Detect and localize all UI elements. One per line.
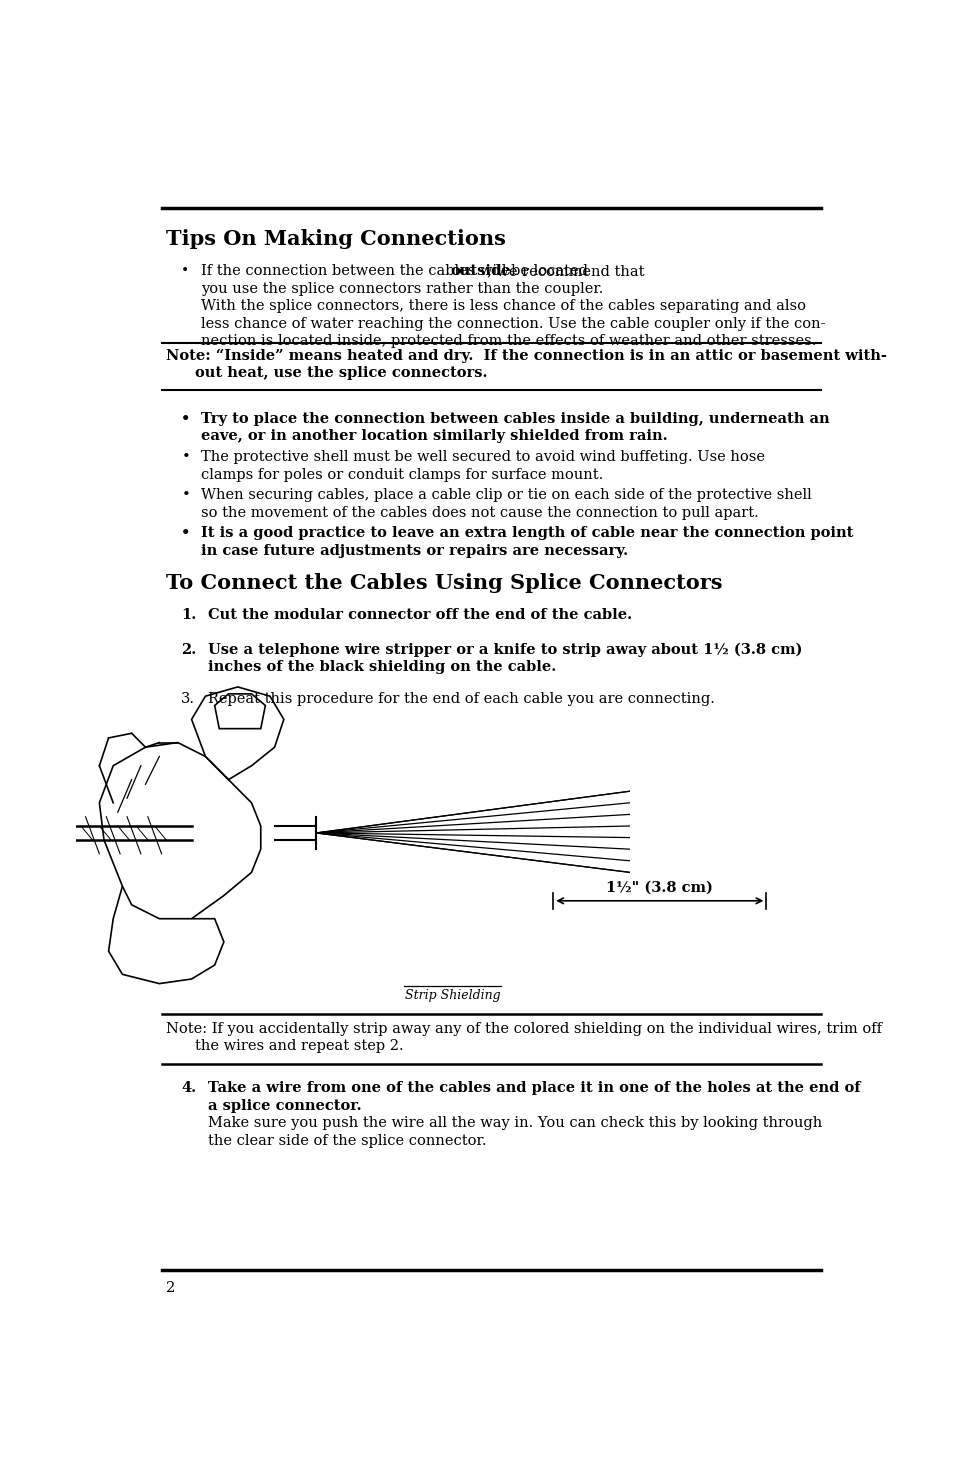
- Text: •: •: [181, 527, 191, 540]
- Text: eave, or in another location similarly shielded from rain.: eave, or in another location similarly s…: [200, 429, 666, 444]
- Text: Tips On Making Connections: Tips On Making Connections: [166, 229, 505, 249]
- Text: the wires and repeat step 2.: the wires and repeat step 2.: [195, 1040, 403, 1053]
- Text: •: •: [181, 412, 191, 426]
- Text: Repeat this procedure for the end of each cable you are connecting.: Repeat this procedure for the end of eac…: [208, 692, 715, 707]
- Text: the clear side of the splice connector.: the clear side of the splice connector.: [208, 1134, 486, 1148]
- Text: so the movement of the cables does not cause the connection to pull apart.: so the movement of the cables does not c…: [200, 506, 758, 519]
- Text: Make sure you push the wire all the way in. You can check this by looking throug: Make sure you push the wire all the way …: [208, 1117, 821, 1130]
- Text: outside: outside: [450, 264, 510, 277]
- Text: Cut the modular connector off the end of the cable.: Cut the modular connector off the end of…: [208, 608, 632, 622]
- Text: nection is located inside, protected from the effects of weather and other stres: nection is located inside, protected fro…: [200, 335, 815, 348]
- Text: in case future adjustments or repairs are necessary.: in case future adjustments or repairs ar…: [200, 544, 627, 558]
- Text: 1½" (3.8 cm): 1½" (3.8 cm): [606, 881, 713, 895]
- Text: When securing cables, place a cable clip or tie on each side of the protective s: When securing cables, place a cable clip…: [200, 488, 810, 502]
- Text: 3.: 3.: [181, 692, 195, 707]
- Text: •: •: [181, 264, 190, 277]
- Text: If the connection between the cables will be located: If the connection between the cables wil…: [200, 264, 592, 277]
- Text: 1.: 1.: [181, 608, 196, 622]
- Text: •: •: [181, 488, 190, 502]
- Text: Strip Shielding: Strip Shielding: [404, 988, 499, 1002]
- Text: Note: “Inside” means heated and dry.  If the connection is in an attic or baseme: Note: “Inside” means heated and dry. If …: [166, 348, 885, 363]
- Text: •: •: [181, 450, 190, 465]
- Text: Note: If you accidentally strip away any of the colored shielding on the individ: Note: If you accidentally strip away any…: [166, 1022, 881, 1035]
- Text: out heat, use the splice connectors.: out heat, use the splice connectors.: [195, 366, 487, 381]
- Text: , we recommend that: , we recommend that: [486, 264, 643, 277]
- Text: Use a telephone wire stripper or a knife to strip away about 1½ (3.8 cm): Use a telephone wire stripper or a knife…: [208, 643, 801, 656]
- Text: inches of the black shielding on the cable.: inches of the black shielding on the cab…: [208, 661, 556, 674]
- Text: With the splice connectors, there is less chance of the cables separating and al: With the splice connectors, there is les…: [200, 299, 804, 313]
- Text: clamps for poles or conduit clamps for surface mount.: clamps for poles or conduit clamps for s…: [200, 468, 602, 482]
- Text: The protective shell must be well secured to avoid wind buffeting. Use hose: The protective shell must be well secure…: [200, 450, 763, 465]
- Text: less chance of water reaching the connection. Use the cable coupler only if the : less chance of water reaching the connec…: [200, 317, 824, 330]
- Text: a splice connector.: a splice connector.: [208, 1099, 361, 1112]
- Text: 2: 2: [166, 1282, 174, 1295]
- Text: To Connect the Cables Using Splice Connectors: To Connect the Cables Using Splice Conne…: [166, 574, 721, 593]
- Text: you use the splice connectors rather than the coupler.: you use the splice connectors rather tha…: [200, 282, 602, 295]
- Text: It is a good practice to leave an extra length of cable near the connection poin: It is a good practice to leave an extra …: [200, 527, 852, 540]
- Text: Take a wire from one of the cables and place it in one of the holes at the end o: Take a wire from one of the cables and p…: [208, 1081, 861, 1094]
- Text: 4.: 4.: [181, 1081, 196, 1094]
- Text: 2.: 2.: [181, 643, 196, 656]
- Text: Try to place the connection between cables inside a building, underneath an: Try to place the connection between cabl…: [200, 412, 828, 426]
